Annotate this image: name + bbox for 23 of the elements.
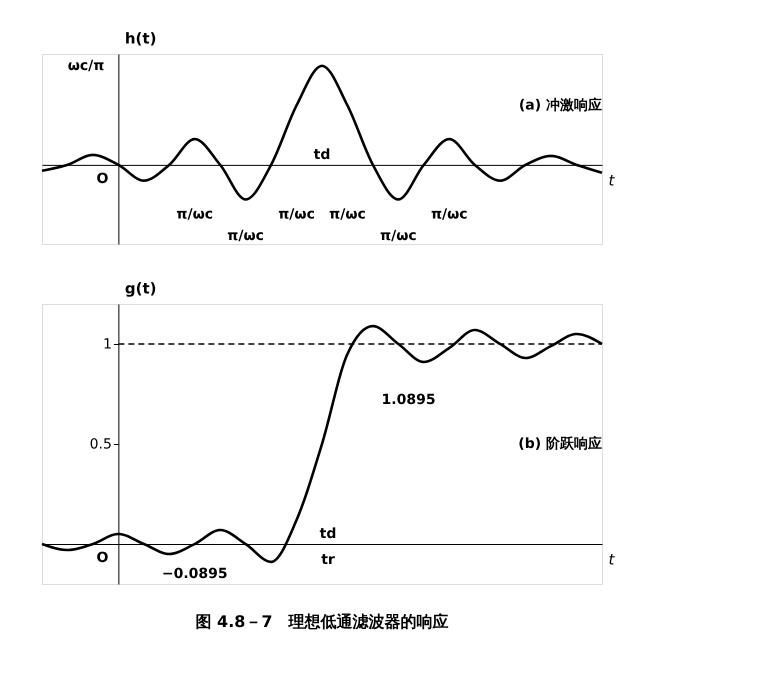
annotation: td: [314, 146, 330, 163]
y-axis-title: h(t): [124, 30, 156, 48]
annotation: O: [96, 550, 108, 566]
text: π/ωc: [380, 228, 417, 244]
annotation: td: [320, 526, 336, 542]
x-axis-title: t: [608, 550, 616, 568]
y-tick-label: 1: [102, 336, 112, 352]
text: π/ωc: [329, 206, 366, 222]
text: π/ωc: [430, 206, 468, 222]
x-axis-title: t: [608, 171, 616, 190]
annotation: −0.0895: [162, 566, 228, 582]
y-tick-label: 0.5: [90, 436, 112, 452]
annotation: tr: [321, 552, 335, 568]
annotation: ωc/π: [68, 58, 104, 74]
annotation: O: [96, 170, 108, 187]
y-axis-title: g(t): [124, 280, 156, 298]
text: 图 4.8－7 理想低通滤波器的响应: [195, 612, 449, 631]
annotation: 1.0895: [382, 392, 436, 408]
text: π/ωc: [176, 206, 214, 222]
text: π/ωc: [278, 206, 315, 222]
annotation: (b) 阶跃响应: [518, 435, 602, 452]
annotation: (a) 冲激响应: [518, 96, 602, 114]
text: π/ωc: [227, 228, 264, 244]
